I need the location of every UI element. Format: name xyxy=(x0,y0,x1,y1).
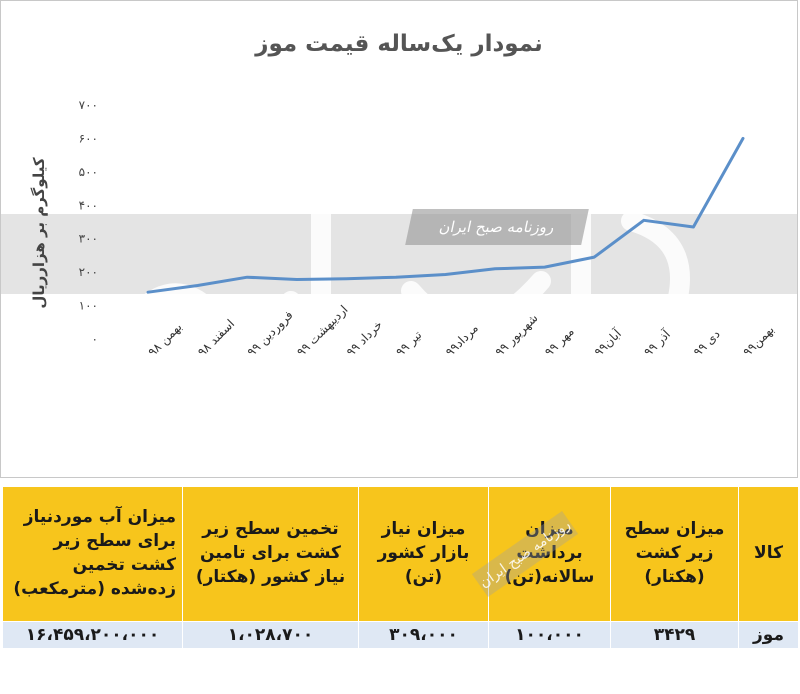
table-spacer-row xyxy=(2,648,799,694)
header-cell-demand: میزان نیاز بازار کشور (تن) xyxy=(358,486,489,622)
cell-demand: ۳۰۹،۰۰۰ xyxy=(358,621,489,649)
x-category-label: بهمن۹۹ xyxy=(740,322,777,359)
chart-title: نمودار یک‌ساله قیمت موز xyxy=(255,31,543,57)
y-tick-label: ۷۰۰ xyxy=(79,98,98,112)
header-cell-area: میزان سطح زیر کشت (هکتار) xyxy=(610,486,739,622)
chart-panel: روزنامه صبح ایران ۰ ۱۰۰ ۲۰۰ ۳۰۰ ۴۰۰ ۵۰۰ ۶۰۰ ۷۰۰… xyxy=(0,0,798,478)
spacer-cell xyxy=(2,648,799,694)
y-axis-label: کیلوگرم بر هزارریال xyxy=(30,157,48,309)
y-tick-label: ۳۰۰ xyxy=(79,232,98,246)
y-tick-label: ۰ xyxy=(92,332,98,346)
cell-harvest: ۱۰۰،۰۰۰ xyxy=(488,621,611,649)
x-category-label: آبان۹۹ xyxy=(591,325,625,359)
header-cell-harvest: میزان برداشت سالانه(تن) xyxy=(488,486,611,622)
y-tick-label: ۴۰۰ xyxy=(79,198,98,212)
x-category-label: آذر ۹۹ xyxy=(640,326,674,360)
x-category-label: خرداد ۹۹ xyxy=(344,318,386,360)
cell-estimate: ۱،۰۲۸،۷۰۰ xyxy=(182,621,359,649)
header-cell-item: کالا xyxy=(738,486,799,622)
x-category-label: فروردین ۹۹ xyxy=(244,308,296,360)
x-category-label: مرداد۹۹ xyxy=(443,321,482,360)
chart-canvas: ۰ ۱۰۰ ۲۰۰ ۳۰۰ ۴۰۰ ۵۰۰ ۶۰۰ ۷۰۰ بهمن ۹۸ اسفند ۹۸ فر… xyxy=(79,98,778,360)
y-tick-label: ۵۰۰ xyxy=(79,165,98,179)
x-category-label: مهر ۹۹ xyxy=(542,324,578,360)
x-category-label: تیر ۹۹ xyxy=(393,328,425,360)
table-header-row: کالا میزان سطح زیر کشت (هکتار) میزان برد… xyxy=(2,486,799,622)
header-cell-water: میزان آب موردنیاز برای سطح زیر کشت تخمین… xyxy=(2,486,183,622)
data-table: کالا میزان سطح زیر کشت (هکتار) میزان برد… xyxy=(2,486,799,694)
cell-item: موز xyxy=(738,621,799,649)
x-category-label: اردیبهشت ۹۹ xyxy=(294,302,351,359)
x-category-label: دی ۹۹ xyxy=(691,327,723,359)
y-tick-label: ۶۰۰ xyxy=(79,131,98,145)
y-tick-label: ۱۰۰ xyxy=(79,299,98,313)
series-line xyxy=(146,136,745,294)
x-category-label: شهریور ۹۹ xyxy=(492,311,541,360)
table-row: موز ۳۴۲۹ ۱۰۰،۰۰۰ ۳۰۹،۰۰۰ ۱،۰۲۸،۷۰۰ ۱۶،۴۵… xyxy=(2,621,799,649)
y-tick-label: ۲۰۰ xyxy=(79,265,98,279)
cell-water: ۱۶،۴۵۹،۲۰۰،۰۰۰ xyxy=(2,621,183,649)
x-category-label: بهمن ۹۸ xyxy=(145,320,185,360)
x-category-label: اسفند ۹۸ xyxy=(195,317,237,359)
cell-area: ۳۴۲۹ xyxy=(610,621,739,649)
header-cell-estimate: تخمین سطح زیر کشت برای تامین نیاز کشور (… xyxy=(182,486,359,622)
